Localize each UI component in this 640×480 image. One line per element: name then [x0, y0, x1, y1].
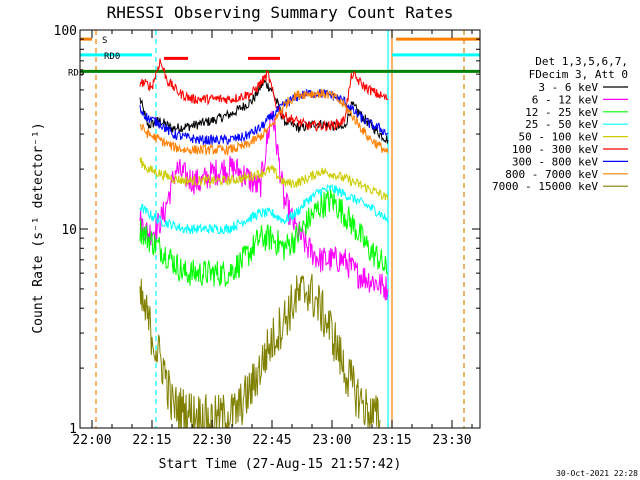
series-line-4: [139, 183, 389, 235]
series-line-6: [139, 58, 389, 132]
y-tick-label-1: 10: [61, 223, 77, 238]
x-tick-label-5: 23:15: [372, 433, 411, 448]
x-tick-label-6: 23:30: [432, 433, 471, 448]
flag-label-rd6: RD6: [68, 68, 84, 78]
x-tick-label-1: 22:15: [132, 433, 171, 448]
legend-label-9: 7000 - 15000 keV: [492, 180, 598, 193]
plot-area: S RD0 RD6 22:00 22:15 22:30 22:45 23:00 23:15 23:…: [54, 24, 481, 448]
x-tick-label-4: 23:00: [312, 433, 351, 448]
x-axis-label: Start Time (27-Aug-15 21:57:42): [159, 457, 402, 472]
legend-label-4: 25 - 50 keV: [525, 118, 598, 131]
legend-label-2: 6 - 12 keV: [532, 93, 599, 106]
legend-header-line-2: FDecim 3, Att 0: [529, 68, 628, 81]
series-line-9: [139, 273, 381, 429]
x-tick-label-2: 22:30: [192, 433, 231, 448]
series-line-7: [139, 88, 389, 146]
series-line-2: [139, 110, 389, 301]
legend-header-line-1: Det 1,3,5,6,7,: [535, 55, 628, 68]
legend-label-5: 50 - 100 keV: [519, 131, 599, 144]
legend-label-3: 12 - 25 keV: [525, 106, 598, 119]
legend-label-7: 300 - 800 keV: [512, 155, 598, 168]
series-line-3: [139, 189, 389, 287]
timestamp: 30-Oct-2021 22:28: [556, 469, 638, 478]
y-tick-label-2: 100: [54, 24, 77, 39]
flag-label-rd0: RD0: [104, 52, 120, 62]
legend-label-6: 100 - 300 keV: [512, 143, 598, 156]
flag-label-s: S: [102, 36, 107, 46]
series-line-5: [139, 157, 389, 201]
y-axis-label: Count Rate (s⁻¹ detector⁻¹): [31, 122, 46, 333]
legend-label-8: 800 - 7000 keV: [505, 168, 598, 181]
chart-title: RHESSI Observing Summary Count Rates: [107, 3, 454, 22]
legend-label-1: 3 - 6 keV: [538, 81, 598, 94]
series-line-8: [139, 88, 389, 157]
x-tick-label-0: 22:00: [72, 433, 111, 448]
y-tick-label-0: 1: [69, 422, 77, 437]
x-tick-label-3: 22:45: [252, 433, 291, 448]
